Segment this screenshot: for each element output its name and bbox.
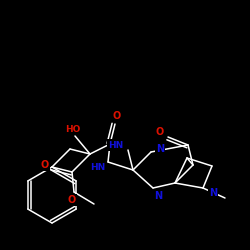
Text: O: O — [41, 160, 49, 170]
Text: HN: HN — [108, 140, 124, 149]
Text: O: O — [68, 195, 76, 205]
Text: O: O — [113, 111, 121, 121]
Text: HN: HN — [90, 162, 106, 172]
Text: N: N — [209, 188, 217, 198]
Text: N: N — [156, 144, 164, 154]
Text: O: O — [156, 127, 164, 137]
Text: N: N — [154, 191, 162, 201]
Text: HO: HO — [65, 124, 81, 134]
